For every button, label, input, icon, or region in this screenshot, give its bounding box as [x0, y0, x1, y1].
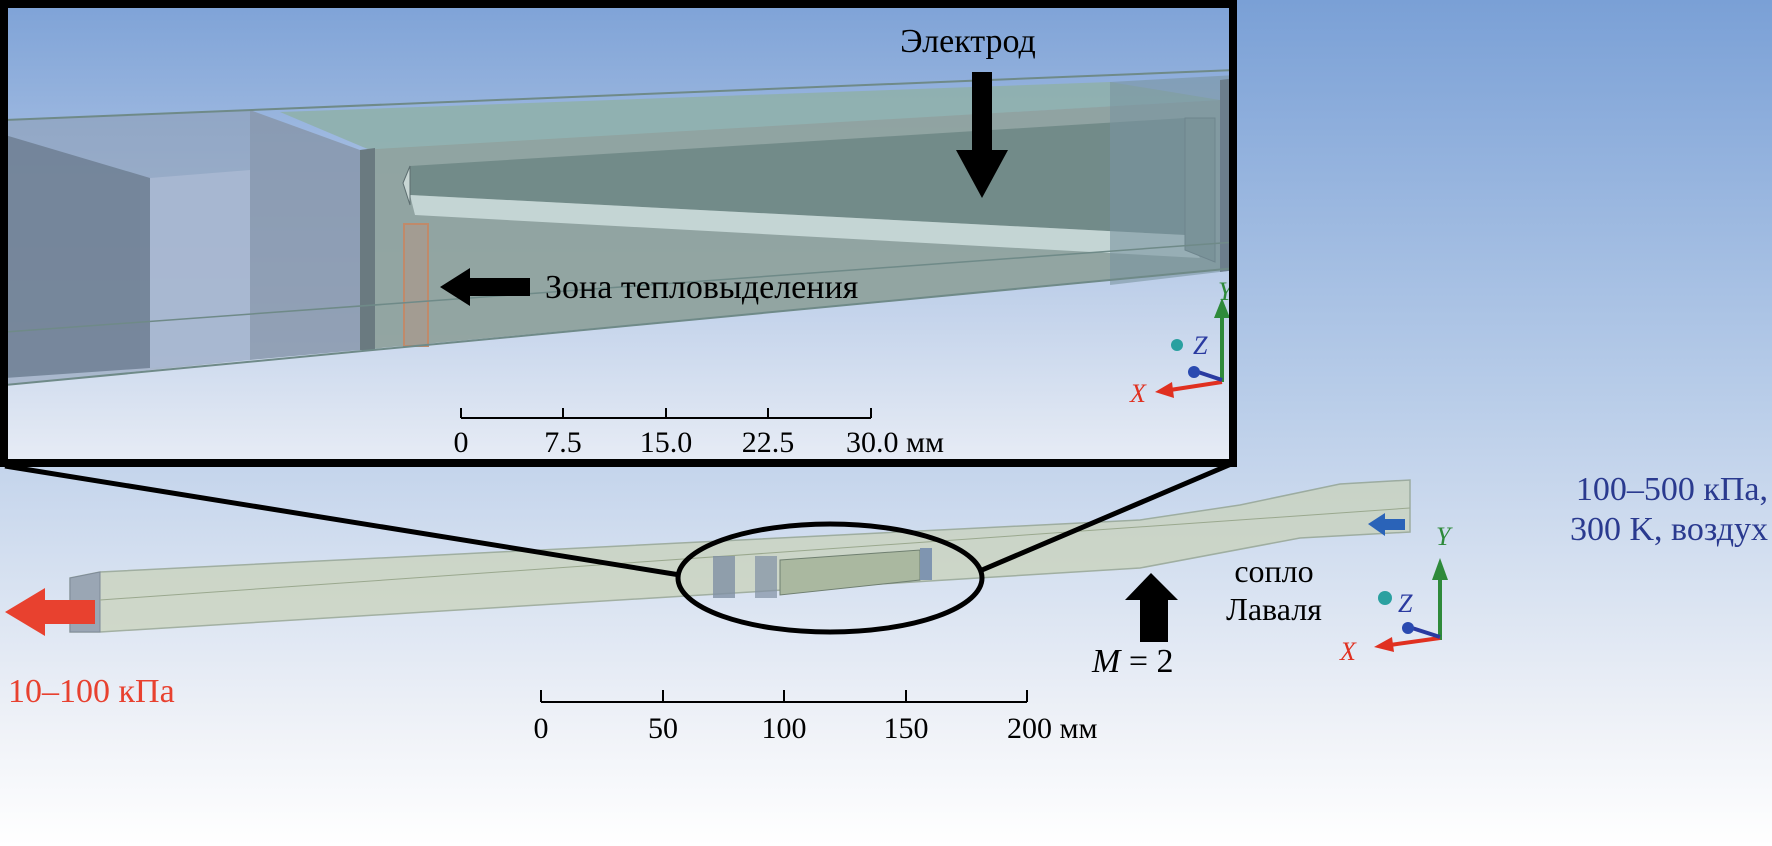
- inset-scale-tick: 15.0: [640, 426, 693, 459]
- zoom-region-ellipse: [675, 521, 985, 635]
- nozzle-label-line2: Лаваля: [1226, 591, 1322, 627]
- main-scale-tick: 100: [762, 712, 807, 745]
- outlet-pressure-label: 10–100 кПа: [8, 673, 175, 710]
- main-scale-tick: 150: [884, 712, 929, 745]
- heat-release-zone: [403, 223, 429, 347]
- zoom-connector-left: [4, 463, 681, 578]
- inlet-conditions-line2: 300 K, воздух: [1570, 511, 1768, 548]
- mach-number-label: M = 2: [1091, 643, 1174, 680]
- mach-value: = 2: [1120, 643, 1173, 680]
- main-scale-tick: 50: [648, 712, 678, 745]
- main-axes-triad: Y Z X: [1339, 522, 1453, 666]
- electrode-label: Электрод: [900, 23, 1036, 60]
- inset-scale-tick: 30.0 мм: [846, 426, 944, 459]
- main-scale-bar: 0 50 100 150 200 мм: [534, 690, 1097, 745]
- nozzle-label-line1: сопло: [1234, 553, 1313, 589]
- inset-scale-tick: 22.5: [742, 426, 795, 459]
- axis-z-label: Z: [1193, 331, 1208, 360]
- inset-scale-tick: 0: [454, 426, 469, 459]
- main-axis-y-label: Y: [1436, 522, 1453, 551]
- heat-zone-arrow-icon: [440, 268, 530, 306]
- zoom-connector-right: [981, 459, 1237, 573]
- electrode-arrow-icon: [956, 72, 1008, 198]
- inset-scale-tick: 7.5: [544, 426, 582, 459]
- electrode: [410, 118, 1215, 235]
- inset-view: Электрод Зона тепловыделения Y Z X 0 7: [0, 0, 1237, 467]
- main-scale-tick: 200 мм: [1007, 712, 1097, 745]
- axis-x-label: X: [1129, 379, 1147, 408]
- main-view: 10–100 кПа 100–500 кПа, 300 K, воздух со…: [4, 459, 1768, 745]
- main-scale-tick: 0: [534, 712, 549, 745]
- main-axis-x-label: X: [1339, 637, 1357, 666]
- outlet-arrow-icon: [5, 588, 95, 636]
- inset-axes-triad: Y Z X: [1129, 277, 1235, 408]
- inlet-arrow-icon: [1368, 513, 1405, 536]
- inset-frame: [0, 0, 1237, 467]
- inlet-conditions-line1: 100–500 кПа,: [1576, 471, 1768, 508]
- main-axis-z-label: Z: [1398, 589, 1413, 618]
- mach-symbol: M: [1091, 643, 1122, 680]
- inset-scale-bar: 0 7.5 15.0 22.5 30.0 мм: [454, 408, 944, 459]
- heat-zone-label: Зона тепловыделения: [545, 269, 859, 306]
- mach-arrow-icon: [1125, 573, 1178, 642]
